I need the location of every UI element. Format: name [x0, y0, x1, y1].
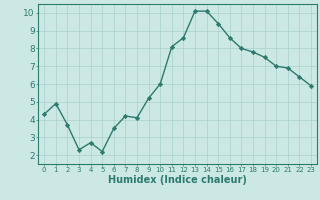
- X-axis label: Humidex (Indice chaleur): Humidex (Indice chaleur): [108, 175, 247, 185]
